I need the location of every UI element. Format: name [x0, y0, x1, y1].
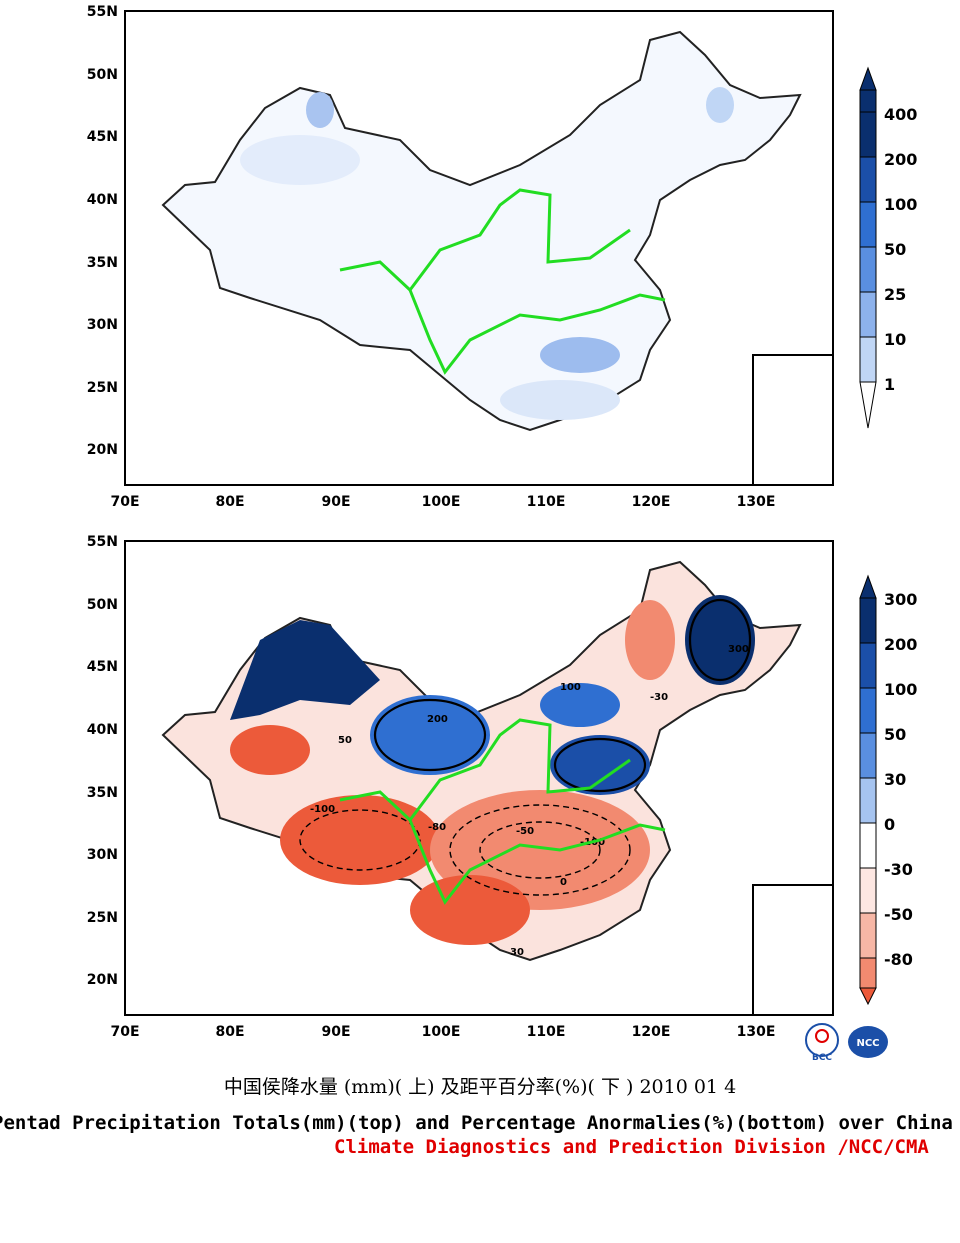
- lat-label: 35N: [87, 255, 118, 271]
- colorbar-label: 1: [884, 375, 895, 394]
- lon-label: 120E: [632, 1024, 671, 1040]
- lon-label: 100E: [422, 494, 461, 510]
- lat-label: 30N: [87, 317, 118, 333]
- lat-label: 40N: [87, 192, 118, 208]
- yangtze-river: [408, 289, 666, 375]
- lon-label: 110E: [527, 1024, 566, 1040]
- contour-label: 50: [338, 735, 352, 746]
- lat-label: 25N: [87, 380, 118, 396]
- lon-label: 100E: [422, 1024, 461, 1040]
- lon-label: 130E: [737, 1024, 776, 1040]
- colorbar-label: 0: [884, 815, 895, 834]
- yellow-river: [339, 188, 631, 293]
- colorbar-label: 10: [884, 330, 906, 349]
- lat-label: 20N: [87, 442, 118, 458]
- lat-label: 45N: [87, 129, 118, 145]
- svg-text:BCC: BCC: [812, 1053, 832, 1063]
- colorbar-label: 200: [884, 150, 917, 169]
- chinese-title: 中国侯降水量 (mm)( 上) 及距平百分率(%)( 下 ) 2010 01 4: [223, 1076, 737, 1098]
- colorbar-label: 300: [884, 590, 917, 609]
- top-lat-labels: 55N 50N 45N 40N 35N 30N 25N 20N: [87, 4, 118, 458]
- lat-label: 40N: [87, 722, 118, 738]
- bottom-anomaly-map: 200 300 100 -100 -100 -80 -50 -30 30 0 5…: [87, 534, 918, 1040]
- contour-label: 0: [560, 877, 567, 888]
- lat-label: 45N: [87, 659, 118, 675]
- contour-label: -100: [310, 804, 335, 815]
- lat-label: 55N: [87, 534, 118, 550]
- lon-label: 90E: [321, 1024, 350, 1040]
- bottom-lon-labels: 70E 80E 90E 100E 110E 120E 130E: [110, 1024, 775, 1040]
- colorbar-label: 400: [884, 105, 917, 124]
- colorbar-label: 25: [884, 285, 906, 304]
- lat-label: 30N: [87, 847, 118, 863]
- lon-label: 70E: [110, 494, 139, 510]
- ncc-logo: NCC: [848, 1026, 888, 1058]
- colorbar-label: 50: [884, 240, 906, 259]
- colorbar-label: 50: [884, 725, 906, 744]
- contour-label: -50: [516, 826, 534, 837]
- colorbar-label: -30: [884, 860, 913, 879]
- contour-label: 200: [427, 714, 448, 725]
- colorbar-label: 100: [884, 680, 917, 699]
- english-title: Pentad Precipitation Totals(mm)(top) and…: [0, 1112, 953, 1134]
- contour-label: 100: [560, 682, 581, 693]
- colorbar-label: -50: [884, 905, 913, 924]
- contour-label: -80: [428, 822, 446, 833]
- contour-label: 300: [728, 644, 749, 655]
- lon-label: 70E: [110, 1024, 139, 1040]
- top-lon-labels: 70E 80E 90E 100E 110E 120E 130E: [110, 494, 775, 510]
- lon-label: 110E: [527, 494, 566, 510]
- lat-label: 35N: [87, 785, 118, 801]
- lon-label: 120E: [632, 494, 671, 510]
- colorbar-label: 100: [884, 195, 917, 214]
- lon-label: 80E: [215, 1024, 244, 1040]
- yangtze-river: [408, 819, 666, 905]
- bcc-logo: BCC: [805, 1023, 839, 1063]
- lat-label: 20N: [87, 972, 118, 988]
- top-precipitation-map: 55N 50N 45N 40N 35N 30N 25N 20N 70E 80E …: [87, 4, 918, 510]
- lat-label: 25N: [87, 910, 118, 926]
- colorbar-label: 30: [884, 770, 906, 789]
- lat-label: 50N: [87, 597, 118, 613]
- lon-label: 80E: [215, 494, 244, 510]
- contour-label: -30: [650, 692, 668, 703]
- division-credit: Climate Diagnostics and Prediction Divis…: [334, 1136, 929, 1158]
- lon-label: 90E: [321, 494, 350, 510]
- colorbar-label: -80: [884, 950, 913, 969]
- bottom-colorbar: 300 200 100 50 30 0 -30 -50 -80: [859, 574, 917, 1006]
- colorbar-label: 200: [884, 635, 917, 654]
- bottom-lat-labels: 55N 50N 45N 40N 35N 30N 25N 20N: [87, 534, 118, 988]
- lat-label: 55N: [87, 4, 118, 20]
- contour-label: 30: [510, 947, 524, 958]
- lat-label: 50N: [87, 67, 118, 83]
- top-colorbar: 400 200 100 50 25 10 1: [859, 66, 917, 429]
- lon-label: 130E: [737, 494, 776, 510]
- yellow-river: [339, 718, 631, 823]
- svg-text:NCC: NCC: [856, 1038, 879, 1049]
